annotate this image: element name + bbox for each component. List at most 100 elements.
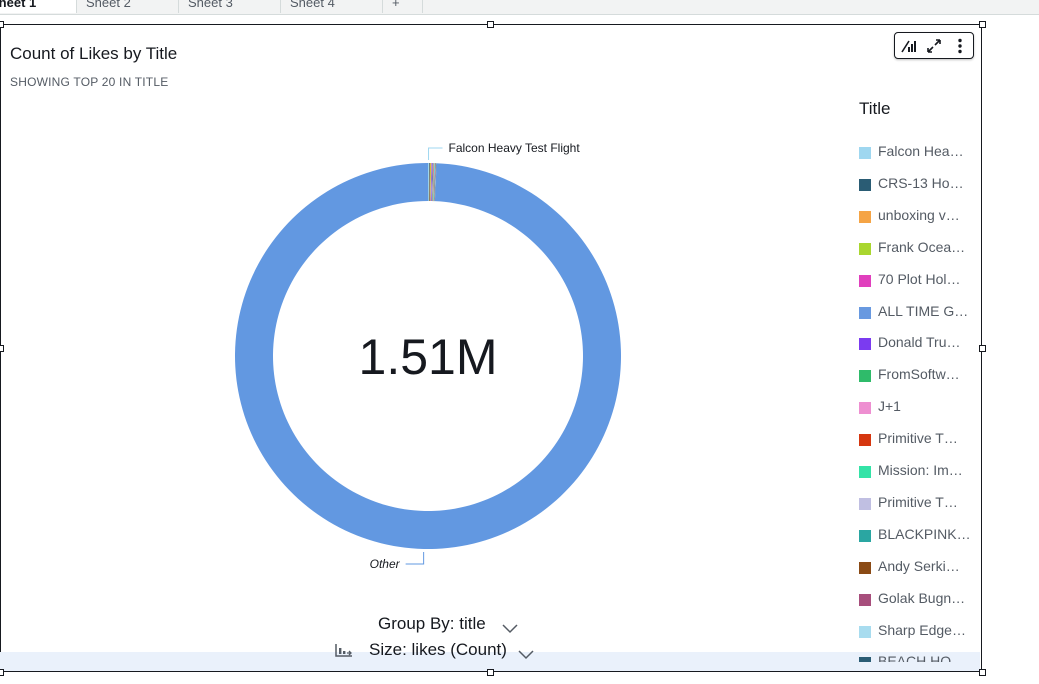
resize-handle-bottom-right[interactable] (979, 669, 986, 676)
legend: Falcon Hea… CRS-13 Ho… unboxing v… Frank Oc… (859, 142, 979, 662)
donut-slice[interactable] (433, 163, 436, 202)
legend-label: Golak Bugn… (878, 589, 966, 606)
callout-label: Other (370, 557, 401, 571)
chevron-down-icon[interactable] (517, 648, 535, 660)
legend-swatch (859, 434, 871, 447)
legend-item[interactable]: Sharp Edge… (859, 621, 979, 641)
donut-slice[interactable] (430, 163, 432, 202)
legend-swatch (859, 561, 871, 574)
legend-item[interactable]: FromSoftw… (859, 365, 979, 385)
legend-label: FromSoftw… (878, 366, 960, 383)
donut-slice[interactable] (433, 163, 435, 202)
legend-label: Primitive T… (878, 430, 958, 447)
legend-label: Primitive T… (878, 493, 958, 510)
legend-label: CRS-13 Ho… (878, 174, 964, 191)
add-sheet-button[interactable]: + (382, 0, 423, 13)
insights-icon[interactable] (900, 37, 918, 55)
legend-swatch (859, 370, 871, 383)
resize-handle-bottom[interactable] (487, 669, 494, 676)
chevron-down-icon[interactable] (501, 622, 519, 634)
resize-handle-bottom-left[interactable] (0, 669, 4, 676)
size-field-icon (335, 644, 352, 657)
donut-slice[interactable] (432, 163, 434, 202)
legend-swatch (859, 210, 871, 223)
legend-title: Title (859, 99, 891, 118)
legend-label: Andy Serki… (878, 557, 960, 574)
legend-label: BEACH HO… (878, 653, 966, 662)
legend-item[interactable]: unboxing v… (859, 206, 979, 226)
donut-slice[interactable] (432, 163, 435, 202)
sheet-tab[interactable]: Sheet 1 (0, 0, 77, 13)
legend-label: Donald Tru… (878, 334, 961, 351)
legend-item[interactable]: BEACH HO… (859, 652, 979, 662)
legend-swatch (859, 466, 871, 478)
donut-slice[interactable] (433, 163, 436, 202)
legend-item[interactable]: J+1 (859, 397, 979, 417)
donut-slice[interactable] (428, 163, 430, 202)
group-by-field[interactable]: Group By: title (378, 614, 486, 633)
legend-item[interactable]: Donald Tru… (859, 333, 979, 353)
chart-title: Count of Likes by Title (10, 44, 178, 63)
visual-toolbar (894, 32, 974, 59)
legend-item[interactable]: Primitive T… (859, 429, 979, 449)
legend-item[interactable]: Falcon Hea… (859, 142, 979, 162)
callout-line (428, 147, 443, 161)
legend-item[interactable]: BLACKPINK… (859, 525, 979, 545)
legend-label: J+1 (878, 398, 901, 415)
resize-handle-top-right[interactable] (979, 21, 986, 28)
legend-swatch (859, 338, 871, 351)
center-total-value: 1.51M (359, 329, 498, 385)
sheet-tab[interactable]: Sheet 4 (280, 0, 383, 13)
legend-swatch (859, 147, 871, 159)
legend-item[interactable]: 70 Plot Hol… (859, 270, 979, 290)
donut-slice[interactable] (434, 163, 437, 202)
legend-label: Sharp Edge… (878, 621, 966, 638)
legend-swatch (859, 593, 871, 606)
donut-slice[interactable] (431, 163, 433, 202)
legend-label: Mission: Im… (878, 462, 963, 478)
legend-swatch (859, 242, 871, 255)
donut-slice[interactable] (431, 163, 433, 202)
legend-swatch (859, 529, 871, 542)
callout-label: Falcon Heavy Test Flight (449, 141, 581, 155)
legend-label: unboxing v… (878, 206, 960, 223)
legend-item[interactable]: Frank Ocea… (859, 238, 979, 258)
donut-slice[interactable] (429, 163, 431, 202)
more-options-icon[interactable] (951, 37, 969, 55)
chart-subtitle: SHOWING TOP 20 IN TITLE (10, 75, 169, 89)
field-well-strip (0, 652, 980, 671)
resize-handle-right[interactable] (979, 345, 986, 352)
donut-slice[interactable] (434, 163, 436, 202)
resize-handle-left[interactable] (0, 345, 4, 352)
legend-item[interactable]: ALL TIME G… (859, 302, 979, 322)
legend-item[interactable]: Primitive T… (859, 493, 979, 513)
legend-label: BLACKPINK… (878, 525, 971, 542)
donut-slice[interactable] (433, 163, 435, 202)
legend-swatch (859, 402, 871, 415)
legend-item[interactable]: Andy Serki… (859, 557, 979, 577)
legend-label: Falcon Hea… (878, 143, 964, 159)
legend-swatch (859, 178, 871, 191)
resize-handle-top[interactable] (487, 21, 494, 28)
legend-label: ALL TIME G… (878, 302, 969, 319)
legend-item[interactable]: CRS-13 Ho… (859, 174, 979, 194)
donut-chart: 1.51M Falcon Heavy Test Flight Other (235, 141, 621, 571)
callout-line (405, 551, 425, 565)
donut-slice[interactable] (430, 163, 432, 202)
donut-slice[interactable] (431, 163, 434, 202)
legend-swatch (859, 497, 871, 510)
sheet-tab[interactable]: Sheet 2 (76, 0, 179, 13)
legend-item[interactable]: Mission: Im… (859, 461, 979, 481)
resize-handle-top-left[interactable] (0, 21, 4, 28)
legend-swatch (859, 274, 871, 287)
sheet-tab[interactable]: Sheet 3 (178, 0, 281, 13)
donut-slice[interactable] (434, 163, 437, 202)
expand-icon[interactable] (925, 37, 943, 55)
legend-label: 70 Plot Hol… (878, 270, 961, 287)
size-field[interactable]: Size: likes (Count) (369, 640, 507, 659)
legend-item[interactable]: Golak Bugn… (859, 589, 979, 609)
legend-swatch (859, 625, 871, 638)
donut-slice[interactable] (428, 163, 430, 202)
legend-label: Frank Ocea… (878, 238, 966, 255)
